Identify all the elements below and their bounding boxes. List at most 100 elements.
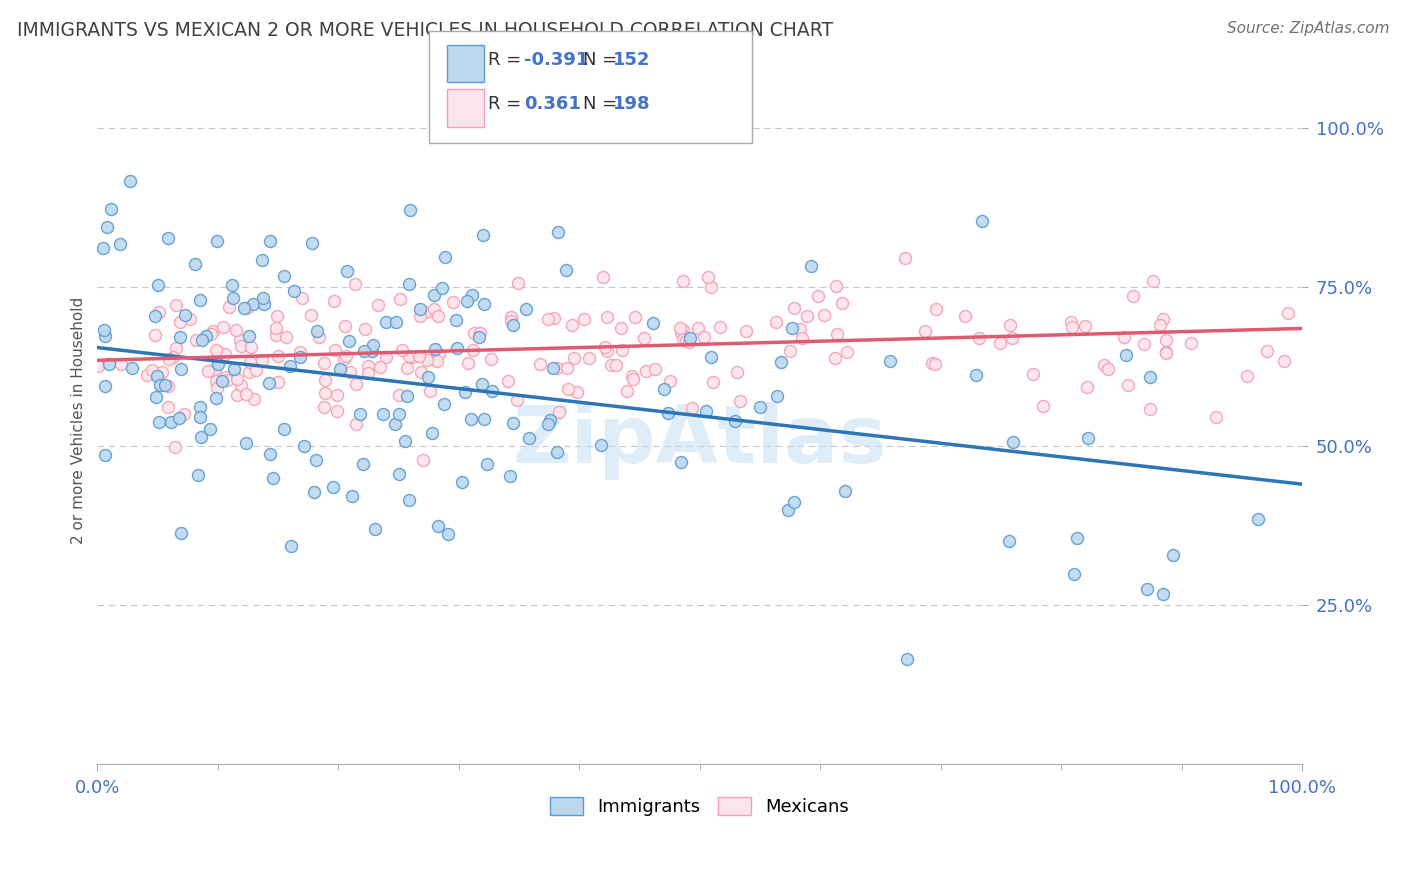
Point	[1132, 337, 1154, 351]
Point	[418, 370, 440, 384]
Text: R =: R =	[488, 95, 533, 113]
Point	[96, 219, 118, 234]
Point	[264, 321, 287, 335]
Point	[235, 386, 257, 401]
Point	[472, 227, 495, 242]
Point	[93, 323, 115, 337]
Point	[183, 258, 205, 272]
Point	[152, 365, 174, 379]
Point	[336, 264, 359, 278]
Point	[409, 301, 432, 316]
Text: 0.361: 0.361	[524, 95, 581, 113]
Point	[148, 305, 170, 319]
Point	[748, 400, 770, 414]
Point	[384, 417, 406, 432]
Point	[925, 302, 948, 317]
Point	[360, 344, 382, 359]
Point	[302, 485, 325, 500]
Point	[1066, 531, 1088, 545]
Point	[517, 431, 540, 445]
Point	[612, 343, 634, 358]
Point	[1152, 311, 1174, 326]
Point	[165, 341, 187, 355]
Point	[506, 392, 529, 407]
Point	[326, 388, 349, 402]
Point	[292, 439, 315, 453]
Point	[825, 327, 848, 342]
Point	[997, 533, 1019, 548]
Point	[894, 252, 917, 266]
Point	[1142, 274, 1164, 288]
Point	[222, 361, 245, 376]
Point	[232, 301, 254, 316]
Point	[214, 346, 236, 360]
Point	[225, 322, 247, 336]
Point	[252, 297, 274, 311]
Point	[1163, 548, 1185, 562]
Point	[430, 281, 453, 295]
Point	[657, 406, 679, 420]
Text: 198: 198	[613, 95, 651, 113]
Point	[245, 362, 267, 376]
Point	[408, 309, 430, 323]
Point	[972, 214, 994, 228]
Point	[769, 355, 792, 369]
Point	[669, 326, 692, 340]
Point	[250, 352, 273, 367]
Point	[546, 361, 568, 376]
Point	[709, 320, 731, 334]
Point	[169, 315, 191, 329]
Point	[783, 495, 806, 509]
Point	[502, 416, 524, 430]
Point	[188, 400, 211, 414]
Point	[344, 376, 367, 391]
Point	[399, 202, 422, 217]
Point	[167, 411, 190, 425]
Point	[333, 319, 356, 334]
Point	[388, 467, 411, 481]
Point	[259, 447, 281, 461]
Point	[401, 350, 423, 364]
Point	[368, 359, 391, 374]
Point	[357, 359, 380, 374]
Point	[239, 340, 262, 354]
Point	[824, 351, 846, 365]
Point	[238, 365, 260, 379]
Point	[834, 484, 856, 499]
Point	[388, 407, 411, 421]
Point	[259, 235, 281, 249]
Point	[207, 357, 229, 371]
Point	[408, 349, 430, 363]
Point	[538, 413, 561, 427]
Point	[778, 503, 800, 517]
Point	[93, 448, 115, 462]
Point	[658, 375, 681, 389]
Point	[790, 331, 813, 345]
Point	[427, 347, 450, 361]
Point	[314, 386, 336, 401]
Point	[423, 342, 446, 356]
Point	[546, 445, 568, 459]
Point	[409, 365, 432, 379]
Point	[301, 235, 323, 250]
Point	[215, 370, 238, 384]
Point	[344, 277, 367, 292]
Point	[1022, 367, 1045, 381]
Point	[395, 389, 418, 403]
Point	[267, 349, 290, 363]
Point	[1256, 344, 1278, 359]
Point	[702, 375, 724, 389]
Point	[229, 333, 252, 347]
Point	[537, 417, 560, 431]
Point	[547, 225, 569, 239]
Point	[572, 312, 595, 326]
Point	[1073, 319, 1095, 334]
Point	[143, 327, 166, 342]
Point	[238, 329, 260, 343]
Point	[120, 174, 142, 188]
Point	[1112, 330, 1135, 344]
Point	[589, 438, 612, 452]
Point	[921, 356, 943, 370]
Point	[1062, 320, 1084, 334]
Point	[479, 352, 502, 367]
